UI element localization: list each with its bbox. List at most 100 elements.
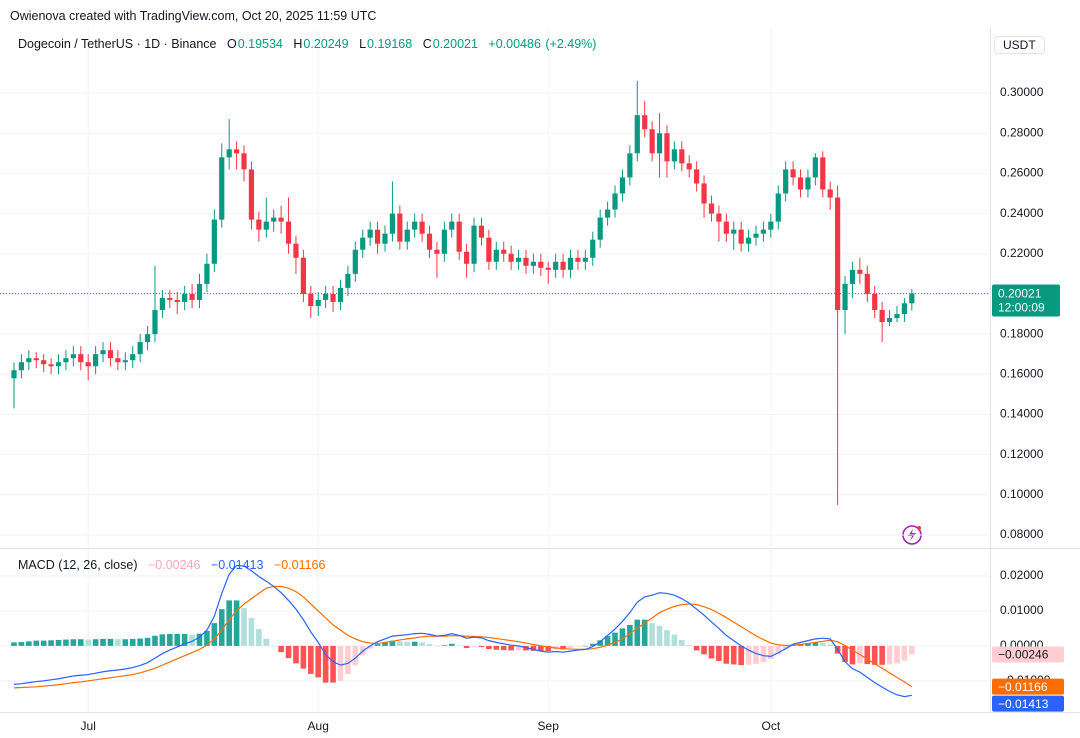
y-tick-label: 0.24000 <box>1000 206 1044 220</box>
legend-change: +0.00486 <box>488 37 541 51</box>
legend-label: H <box>293 37 303 51</box>
histogram-bar <box>55 639 62 646</box>
histogram-bar <box>293 645 299 664</box>
y-tick-label: 0.22000 <box>1000 246 1044 260</box>
histogram-bar <box>226 600 232 646</box>
candle-body <box>879 309 885 323</box>
signal-value-box <box>992 678 1064 695</box>
candle-body <box>590 239 596 258</box>
candle-body <box>627 153 633 178</box>
signal-value-label: −0.01166 <box>998 680 1048 694</box>
histogram-bar <box>11 642 17 646</box>
symbol-title: Dogecoin / TetherUS · 1D · Binance <box>18 37 217 51</box>
y-tick-label: 0.08000 <box>1000 527 1044 541</box>
histogram-bar <box>241 608 247 646</box>
candle-body <box>11 370 17 379</box>
candle-body <box>367 229 373 238</box>
histogram-bar <box>812 642 819 646</box>
candle-body <box>360 237 366 250</box>
y-tick-label: 0.10000 <box>1000 487 1044 501</box>
candle-body <box>553 261 559 270</box>
candle-body <box>33 358 39 361</box>
legend-label: O <box>226 37 237 51</box>
candle-body <box>605 209 611 218</box>
candle-body <box>159 297 165 310</box>
histogram-bar <box>137 638 143 646</box>
histogram-bar <box>419 642 425 646</box>
candle-body <box>78 354 84 363</box>
macd-hist-value: −0.00246 <box>147 558 201 572</box>
histogram-bar <box>508 645 514 651</box>
candle-body <box>323 293 329 300</box>
candle-body <box>271 217 277 222</box>
histogram-bar <box>248 617 255 646</box>
legend-value: 0.20021 <box>432 37 478 51</box>
candle-body <box>441 229 447 254</box>
histogram-bar <box>849 645 856 665</box>
histogram-bar <box>545 645 552 652</box>
histogram-bar <box>26 641 32 646</box>
histogram-bar <box>100 638 106 646</box>
x-tick-label: Jul <box>81 719 96 733</box>
histogram-bar <box>167 633 173 646</box>
histogram-bar <box>426 644 433 646</box>
histogram-bar <box>122 639 129 646</box>
candle-body <box>434 249 440 254</box>
candle-body <box>575 257 581 262</box>
candle-body <box>820 157 826 190</box>
candle-body <box>337 287 344 302</box>
histogram-bar <box>174 633 181 646</box>
histogram-bar <box>463 645 470 648</box>
histogram-bar <box>204 630 210 646</box>
candle-body <box>857 269 863 274</box>
legend-value: 0.19534 <box>237 37 283 51</box>
histogram-bar <box>879 645 885 665</box>
histogram-bar <box>627 624 633 646</box>
histogram-bar <box>115 639 121 646</box>
y-tick-label: 0.12000 <box>1000 447 1044 461</box>
histogram-bar <box>18 642 25 646</box>
legend-value: 0.20249 <box>303 37 349 51</box>
histogram-bar <box>597 640 603 646</box>
candle-body <box>656 133 663 154</box>
macd-signal-value: −0.01166 <box>273 558 326 572</box>
histogram-bar <box>315 645 322 678</box>
candle-body <box>664 133 670 162</box>
candle-body <box>122 360 128 363</box>
x-tick-label: Oct <box>762 719 781 733</box>
currency-button[interactable]: USDT <box>994 36 1045 54</box>
candle-body <box>300 257 306 294</box>
candle-body <box>783 169 789 194</box>
histogram-bar <box>233 600 240 646</box>
histogram-bar <box>382 642 388 646</box>
candle-body <box>152 309 158 335</box>
y-tick-label: 0.18000 <box>1000 326 1044 340</box>
x-tick-label: Aug <box>308 719 329 733</box>
histogram-bar <box>159 634 166 646</box>
histogram-bar <box>738 645 744 666</box>
histogram-bar <box>560 645 566 650</box>
candle-body <box>753 233 759 238</box>
histogram-bar <box>671 634 678 646</box>
candle-body <box>397 213 403 242</box>
histogram-bar <box>819 642 826 646</box>
candle-body <box>256 219 262 230</box>
histogram-bar <box>411 641 418 646</box>
histogram-bar <box>218 609 225 646</box>
histogram-bar <box>256 629 262 646</box>
candle-body <box>708 203 715 214</box>
candle-body <box>716 213 722 222</box>
candle-body <box>671 149 677 162</box>
histogram-bar <box>308 645 314 674</box>
candle-body <box>864 273 870 294</box>
histogram-value-box <box>992 646 1064 663</box>
histogram-bar <box>211 623 218 646</box>
macd-value-box <box>992 695 1064 712</box>
candle-body <box>560 261 566 270</box>
histogram-value-label: −0.00246 <box>998 648 1049 662</box>
y-tick-label: 0.28000 <box>1000 125 1044 139</box>
candle-body <box>389 213 396 234</box>
